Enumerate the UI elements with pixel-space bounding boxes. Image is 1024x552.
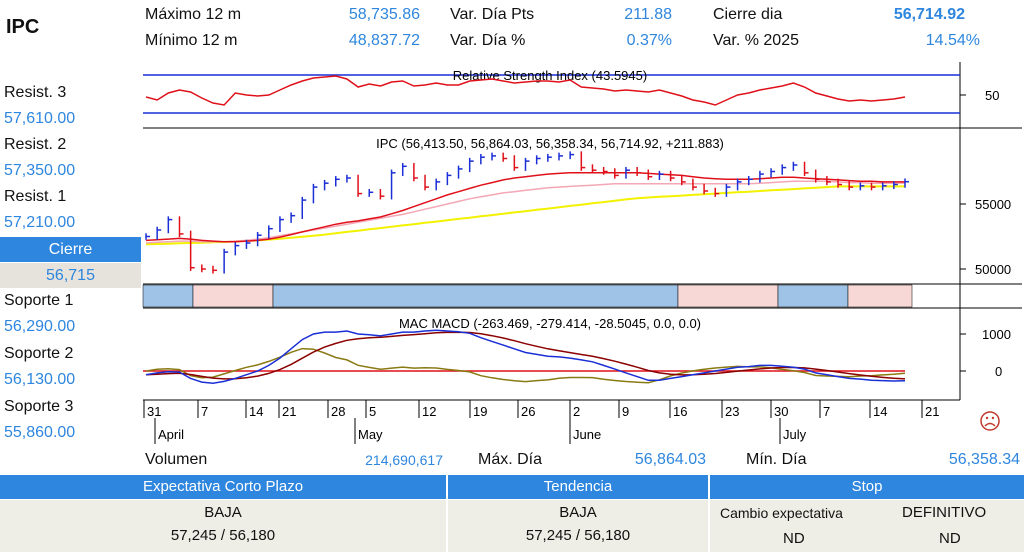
max12-value: 58,735.86 <box>348 6 420 23</box>
price-title: IPC (56,413.50, 56,864.03, 56,358.34, 56… <box>376 136 724 151</box>
macd-histogram-line <box>145 347 906 384</box>
stop-nd-value: ND <box>939 530 961 547</box>
day-tick-label: 7 <box>201 404 208 419</box>
day-tick-label: 21 <box>282 404 296 419</box>
resist1-label: Resist. 1 <box>4 188 67 205</box>
cambio-expectativa-label: Cambio expectativa <box>720 505 843 521</box>
tendencia-header: Tendencia <box>448 475 708 499</box>
tendencia-value: BAJA <box>559 504 597 521</box>
trend-strip-segment <box>847 284 913 308</box>
cambio-expectativa-value: DEFINITIVO <box>902 504 987 521</box>
vardia-pts-value: 211.88 <box>624 6 672 23</box>
min12-label: Mínimo 12 m <box>145 32 238 49</box>
trend-strip-segment <box>777 284 849 308</box>
price-tick-label-50000: 50000 <box>975 262 1011 277</box>
macd-tick-label-0: 0 <box>995 364 1002 379</box>
var2025-value: 14.54% <box>925 32 980 49</box>
cierre-dia-label: Cierre dia <box>713 6 783 23</box>
vardia-pts-label: Var. Día Pts <box>450 6 535 23</box>
expectativa-range: 57,245 / 56,180 <box>170 527 276 544</box>
mindia-label: Mín. Día <box>746 451 807 468</box>
rsi-line <box>145 75 906 106</box>
soporte2-label: Soporte 2 <box>4 345 74 362</box>
soporte1-label: Soporte 1 <box>4 292 74 309</box>
day-tick-label: 21 <box>925 404 939 419</box>
expectativa-header: Expectativa Corto Plazo <box>0 475 446 499</box>
mindia-value: 56,358.34 <box>948 451 1020 468</box>
ma-short-line <box>145 172 905 243</box>
vardia-pct-label: Var. Día % <box>450 32 526 49</box>
day-tick-label: 16 <box>673 404 687 419</box>
sad-face-icon <box>980 411 1000 431</box>
cierre-label: Cierre <box>0 237 141 262</box>
page-title: IPC <box>6 16 40 38</box>
soporte3-label: Soporte 3 <box>4 398 74 415</box>
macd-signal-line <box>145 331 906 380</box>
day-tick-label: 14 <box>873 404 887 419</box>
price-bars <box>145 151 909 274</box>
maxdia-value: 56,864.03 <box>634 451 706 468</box>
ma-long-line <box>145 185 905 246</box>
cierre-value: 56,715 <box>0 263 141 288</box>
stop-nd-label: ND <box>783 530 805 547</box>
trend-strip-segment <box>677 284 779 308</box>
day-tick-label: 14 <box>249 404 263 419</box>
month-tick-label: April <box>158 427 184 442</box>
day-tick-label: 30 <box>774 404 788 419</box>
day-tick-label: 9 <box>622 404 629 419</box>
rsi-title: Relative Strength Index (43.5945) <box>453 68 647 83</box>
min12-value: 48,837.72 <box>348 32 420 49</box>
trend-strip-segment <box>142 284 194 308</box>
macd-line <box>145 329 906 384</box>
tendencia-cell: BAJA 57,245 / 56,180 <box>448 500 708 552</box>
max12-label: Máximo 12 m <box>145 6 242 23</box>
resist2-label: Resist. 2 <box>4 136 67 153</box>
stop-cell: Cambio expectativa DEFINITIVO ND ND <box>710 500 1024 552</box>
day-tick-label: 23 <box>725 404 739 419</box>
price-tick-label-55000: 55000 <box>975 197 1011 212</box>
date-axis: 31 7 14 21 28 5 12 19 26 2 9 16 23 30 7 14 21 April May Jun… <box>143 400 939 444</box>
maxdia-label: Máx. Día <box>478 451 543 468</box>
soporte2-value: 56,130.00 <box>4 371 76 388</box>
soporte1-value: 56,290.00 <box>4 318 76 335</box>
trend-strip-segment <box>272 284 679 308</box>
macd-tick-label-1000: 1000 <box>982 327 1011 342</box>
month-tick-label: May <box>358 427 383 442</box>
ipc-chart: 50 Relative Strength Index (43.5945) IPC… <box>142 62 1022 444</box>
soporte3-value: 55,860.00 <box>4 424 76 441</box>
month-tick-label: July <box>783 427 807 442</box>
volumen-value: 214,690,617 <box>365 452 443 468</box>
vardia-pct-value: 0.37% <box>626 32 672 49</box>
day-tick-label: 31 <box>147 404 161 419</box>
day-tick-label: 19 <box>473 404 487 419</box>
day-tick-label: 2 <box>573 404 580 419</box>
month-tick-label: June <box>573 427 601 442</box>
day-tick-label: 5 <box>369 404 376 419</box>
day-tick-label: 7 <box>823 404 830 419</box>
resist1-value: 57,210.00 <box>4 214 76 231</box>
cierre-dia-value: 56,714.92 <box>893 6 965 23</box>
day-tick-label: 26 <box>521 404 535 419</box>
resist3-label: Resist. 3 <box>4 84 67 101</box>
resist2-value: 57,350.00 <box>4 162 76 179</box>
trend-strip-segment <box>192 284 274 308</box>
expectativa-cell: BAJA 57,245 / 56,180 <box>0 500 446 552</box>
rsi-tick-label: 50 <box>985 88 999 103</box>
day-tick-label: 12 <box>422 404 436 419</box>
resist3-value: 57,610.00 <box>4 110 76 127</box>
macd-title: MAC MACD (-263.469, -279.414, -28.5045, … <box>399 316 701 331</box>
stop-header: Stop <box>710 475 1024 499</box>
var2025-label: Var. % 2025 <box>713 32 799 49</box>
ma-mid-line <box>145 180 905 244</box>
expectativa-value: BAJA <box>204 504 242 521</box>
day-tick-label: 28 <box>331 404 345 419</box>
volumen-label: Volumen <box>145 451 208 468</box>
tendencia-range: 57,245 / 56,180 <box>525 527 631 544</box>
